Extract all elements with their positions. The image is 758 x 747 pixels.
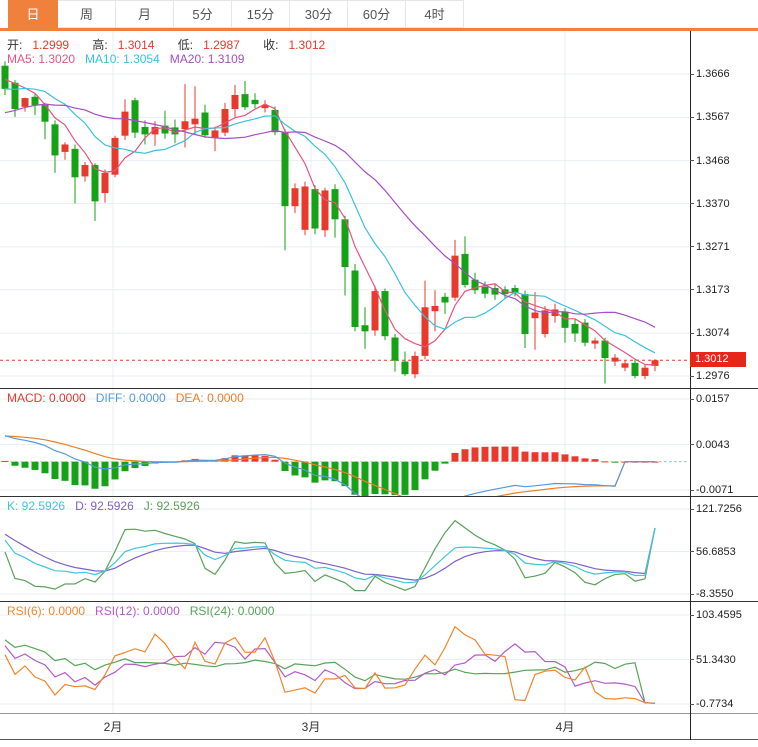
high-label: 高:: [92, 38, 108, 52]
close-readout: 收: 1.3012: [263, 38, 335, 52]
tick-mark: [690, 116, 694, 118]
tab-日[interactable]: 日: [8, 0, 58, 28]
panel-separator: [0, 496, 758, 497]
x-axis-label: 2月: [103, 720, 123, 734]
rsi-readout: RSI(6): 0.0000 RSI(12): 0.0000 RSI(24): 0.…: [7, 604, 284, 618]
y-axis-label: -8.3550: [690, 587, 733, 601]
y-axis-label: 1.3173: [690, 283, 730, 297]
indicator-value: K: 92.5926: [7, 499, 66, 513]
indicator-value: MA20: 1.3109: [169, 52, 245, 66]
indicator-value: RSI(24): 0.0000: [189, 604, 275, 618]
tick-mark: [690, 508, 694, 510]
macd-panel[interactable]: [0, 389, 758, 497]
close-label: 收:: [263, 38, 279, 52]
tick-mark: [690, 551, 694, 553]
low-label: 低:: [177, 38, 194, 52]
y-axis-label: 1.3567: [690, 110, 730, 124]
macd-readout: MACD: 0.0000 DIFF: 0.0000 DEA: 0.0000: [7, 391, 254, 405]
tab-4时[interactable]: 4时: [406, 0, 464, 28]
y-axis-label: 121.7256: [690, 502, 742, 516]
tick-mark: [690, 375, 694, 377]
tick-mark: [690, 203, 694, 205]
y-axis-label: -0.0071: [690, 483, 733, 497]
y-axis-line: [690, 31, 691, 740]
y-axis-label: 1.3074: [690, 326, 730, 340]
indicator-value: MA10: 1.3054: [85, 52, 160, 66]
tick-mark: [690, 289, 694, 291]
kdj-panel[interactable]: [0, 497, 758, 602]
y-axis-label: 1.3666: [690, 67, 730, 81]
high-value: 1.3014: [117, 38, 155, 52]
y-axis-label: 103.4595: [690, 608, 742, 622]
x-axis-line: [0, 713, 758, 714]
low-readout: 低: 1.2987: [178, 38, 250, 52]
y-axis-label: 1.2976: [690, 369, 730, 383]
ma-readout: MA5: 1.3020 MA10: 1.3054 MA20: 1.3109: [7, 52, 254, 66]
tick-mark: [690, 614, 694, 616]
y-axis-label: 51.3430: [690, 653, 736, 667]
tick-mark: [690, 73, 694, 75]
indicator-value: D: 92.5926: [75, 499, 134, 513]
indicator-value: DIFF: 0.0000: [95, 391, 166, 405]
y-axis-label: 1.3468: [690, 154, 730, 168]
tab-5分[interactable]: 5分: [174, 0, 232, 28]
tick-mark: [690, 160, 694, 162]
tick-mark: [690, 444, 694, 446]
indicator-value: J: 92.5926: [143, 499, 200, 513]
indicator-value: MACD: 0.0000: [7, 391, 86, 405]
tab-周[interactable]: 周: [58, 0, 116, 28]
indicator-value: RSI(12): 0.0000: [95, 604, 180, 618]
tick-mark: [690, 332, 694, 334]
tabbar-accent-strip: [0, 28, 758, 31]
y-axis-label: 0.0157: [690, 392, 730, 406]
open-label: 开:: [7, 38, 23, 52]
tab-15分[interactable]: 15分: [232, 0, 290, 28]
tick-mark: [690, 703, 694, 705]
y-axis-label: 0.0043: [690, 438, 730, 452]
y-axis-label: -0.7734: [690, 697, 733, 711]
last-price-badge: 1.3012: [690, 352, 746, 368]
y-axis-label: 1.3271: [690, 240, 730, 254]
tick-mark: [690, 593, 694, 595]
x-axis-label: 4月: [555, 720, 575, 734]
indicator-value: MA5: 1.3020: [7, 52, 76, 66]
high-readout: 高: 1.3014: [92, 38, 164, 52]
panel-separator: [0, 601, 758, 602]
close-value: 1.3012: [288, 38, 326, 52]
indicator-value: DEA: 0.0000: [175, 391, 244, 405]
panel-separator: [0, 388, 758, 389]
ohlc-readout: 开: 1.2999 高: 1.3014 低: 1.2987 收: 1.3012: [7, 36, 345, 53]
open-value: 1.2999: [32, 38, 70, 52]
x-axis-label: 3月: [301, 720, 321, 734]
tab-60分[interactable]: 60分: [348, 0, 406, 28]
tab-30分[interactable]: 30分: [290, 0, 348, 28]
y-axis-label: 56.6853: [690, 545, 736, 559]
bottom-border: [0, 739, 758, 740]
open-readout: 开: 1.2999: [7, 38, 79, 52]
y-axis-label: 1.3370: [690, 197, 730, 211]
timeframe-tabbar: 日周月 5分 15分 30分 60分 4时: [0, 0, 758, 28]
tab-月[interactable]: 月: [116, 0, 174, 28]
tick-mark: [690, 246, 694, 248]
rsi-panel[interactable]: [0, 602, 758, 713]
indicator-value: RSI(6): 0.0000: [7, 604, 86, 618]
low-value: 1.2987: [203, 38, 240, 52]
main-candlestick-panel[interactable]: [0, 31, 758, 389]
tick-mark: [690, 398, 694, 400]
tick-mark: [690, 489, 694, 491]
kdj-readout: K: 92.5926 D: 92.5926 J: 92.5926: [7, 499, 210, 513]
tick-mark: [690, 659, 694, 661]
